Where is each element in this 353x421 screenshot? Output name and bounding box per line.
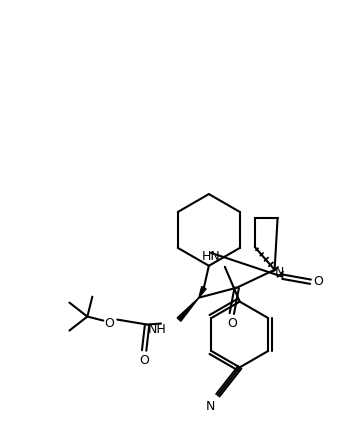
Text: O: O	[227, 317, 237, 330]
Text: O: O	[313, 275, 323, 288]
Text: N: N	[275, 266, 284, 279]
Text: HN: HN	[202, 250, 220, 263]
Polygon shape	[199, 287, 206, 298]
Polygon shape	[177, 298, 199, 321]
Text: N: N	[206, 400, 216, 413]
Text: O: O	[104, 317, 114, 330]
Text: NH: NH	[147, 323, 166, 336]
Text: O: O	[139, 354, 149, 367]
